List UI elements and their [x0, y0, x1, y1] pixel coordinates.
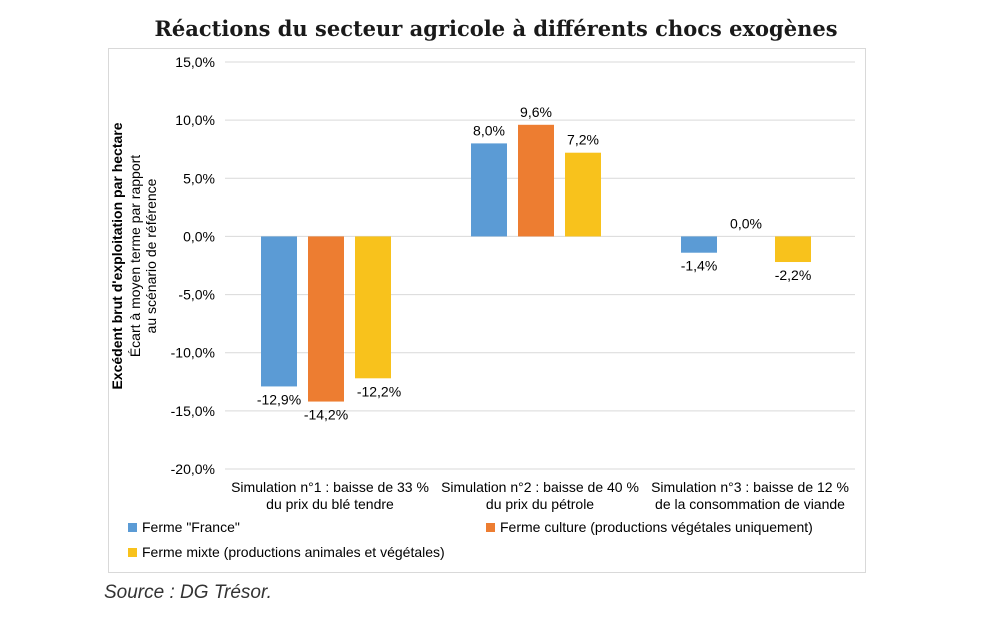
bar	[775, 236, 811, 263]
chart-frame	[108, 48, 866, 573]
x-category-label: Simulation n°3 : baisse de 12 %	[651, 479, 849, 495]
data-label: -12,9%	[257, 391, 301, 407]
x-category-label: Simulation n°1 : baisse de 33 %	[231, 479, 429, 495]
legend-label: Ferme culture (productions végétales uni…	[500, 519, 813, 535]
y-tick-label: 15,0%	[175, 54, 215, 70]
data-label: 9,6%	[520, 104, 552, 120]
y-tick-label: 10,0%	[175, 112, 215, 128]
data-label: 8,0%	[473, 122, 505, 138]
y-axis-subtitle: au scénario de référence	[143, 178, 159, 333]
bar	[565, 152, 601, 237]
data-label: -14,2%	[304, 407, 348, 423]
bar	[471, 143, 507, 237]
legend-swatch	[128, 523, 137, 532]
source-note: Source : DG Trésor.	[104, 582, 272, 603]
legend-swatch	[486, 523, 495, 532]
y-axis-subtitle: Écart à moyen terme par rapport	[127, 155, 143, 357]
data-label: 0,0%	[730, 215, 762, 231]
bar	[355, 236, 391, 379]
x-category-label: Simulation n°2 : baisse de 40 %	[441, 479, 639, 495]
y-tick-label: -5,0%	[178, 287, 215, 303]
legend-swatch	[128, 548, 137, 557]
legend-label: Ferme mixte (productions animales et vég…	[142, 544, 445, 560]
legend-label: Ferme "France"	[142, 519, 240, 535]
y-tick-label: -20,0%	[171, 461, 215, 477]
data-label: 7,2%	[567, 132, 599, 148]
x-category-label: de la consommation de viande	[655, 496, 845, 512]
x-category-label: du prix du blé tendre	[266, 496, 394, 512]
chart-title: Réactions du secteur agricole à différen…	[154, 16, 838, 41]
bar	[681, 236, 717, 253]
y-axis-title: Excédent brut d'exploitation par hectare	[109, 122, 125, 389]
bar	[261, 236, 297, 387]
bar	[518, 124, 554, 237]
x-category-label: du prix du pétrole	[486, 496, 594, 512]
bar	[308, 236, 344, 402]
y-tick-label: -10,0%	[171, 345, 215, 361]
data-label: -2,2%	[775, 267, 812, 283]
y-tick-label: -15,0%	[171, 403, 215, 419]
data-label: -1,4%	[681, 258, 718, 274]
y-tick-label: 0,0%	[183, 228, 215, 244]
y-tick-label: 5,0%	[183, 170, 215, 186]
data-label: -12,2%	[357, 383, 401, 399]
